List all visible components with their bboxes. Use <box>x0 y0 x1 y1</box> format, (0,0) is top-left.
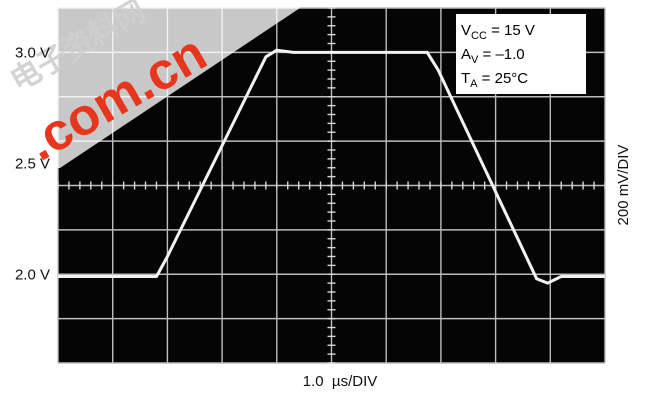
spec-box: VCC = 15 V AV = –1.0 TA = 25°C <box>456 14 586 94</box>
y-axis-label: 200 mV/DIV <box>615 145 632 226</box>
y-tick-label: 2.5 V <box>15 155 50 172</box>
spec-ta: TA = 25°C <box>461 70 528 90</box>
y-tick-labels: 3.0 V 2.5 V 2.0 V <box>15 44 50 283</box>
center-axis-ticks <box>57 7 606 364</box>
y-tick-label: 2.0 V <box>15 266 50 283</box>
y-tick-label: 3.0 V <box>15 44 50 61</box>
x-axis-label: 1.0 µs/DIV <box>303 373 378 390</box>
spec-vcc: VCC = 15 V <box>461 22 535 42</box>
signal-trace <box>58 48 605 285</box>
watermark-banner <box>0 0 300 168</box>
spec-av: AV = –1.0 <box>461 46 525 66</box>
